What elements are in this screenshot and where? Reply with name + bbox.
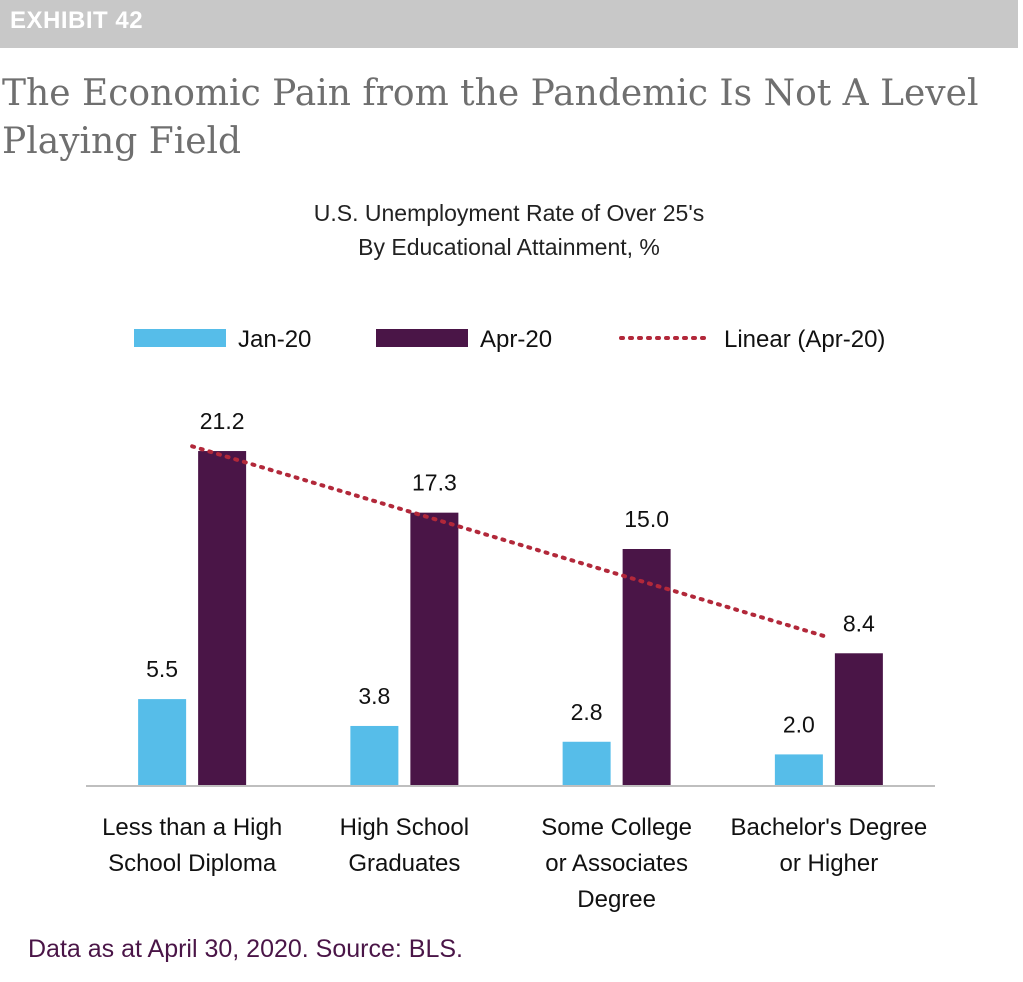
category-label-3-line-3: Degree [577,886,656,913]
bar-apr-20-4 [834,653,883,786]
bar-apr-20-2 [410,512,459,786]
legend-label-jan-20: Jan-20 [238,326,311,353]
bar-jan-20-2 [350,725,399,786]
data-label-apr-20-1: 21.2 [200,408,245,434]
exhibit-header-bar: EXHIBIT 42 [0,0,1018,48]
data-label-jan-20-2: 3.8 [358,683,390,709]
bar-apr-20-3 [622,549,671,786]
legend-swatch-apr-20 [376,329,468,347]
chart-title: U.S. Unemployment Rate of Over 25's By E… [0,196,1018,264]
exhibit-label: EXHIBIT 42 [10,7,144,34]
page-title: The Economic Pain from the Pandemic Is N… [2,73,979,162]
category-label-3-line-2: or Associates [545,850,688,877]
category-label-1-line-1: Less than a High [102,814,282,841]
chart-title-line-1: U.S. Unemployment Rate of Over 25's [313,200,705,226]
bar-apr-20-1 [198,451,247,786]
category-label-3-line-1: Some College [541,814,692,841]
trendline [190,444,831,640]
data-label-jan-20-3: 2.8 [571,699,603,725]
legend-label-linear: Linear (Apr-20) [724,326,885,353]
bar-jan-20-1 [138,699,187,786]
data-label-jan-20-1: 5.5 [146,656,178,682]
category-label-2-line-1: High School [340,814,469,841]
source-note: Data as at April 30, 2020. Source: BLS. [28,935,463,963]
legend-label-apr-20: Apr-20 [480,326,552,353]
data-label-jan-20-4: 2.0 [783,711,815,737]
category-label-1-line-2: School Diploma [108,850,277,877]
data-label-apr-20-2: 17.3 [412,470,457,496]
legend-swatch-jan-20 [134,329,226,347]
category-label-4-line-1: Bachelor's Degree [731,814,928,841]
data-label-apr-20-4: 8.4 [843,610,875,636]
bar-jan-20-3 [562,741,611,786]
bar-chart: 5.5 21.2 Less than a High School Diploma 3.8… [86,326,935,913]
data-label-apr-20-3: 15.0 [624,506,669,532]
category-label-2-line-2: Graduates [348,850,460,877]
bar-jan-20-4 [774,754,823,786]
category-label-4-line-2: or Higher [780,850,879,877]
chart-title-line-2: By Educational Attainment, % [358,234,660,260]
